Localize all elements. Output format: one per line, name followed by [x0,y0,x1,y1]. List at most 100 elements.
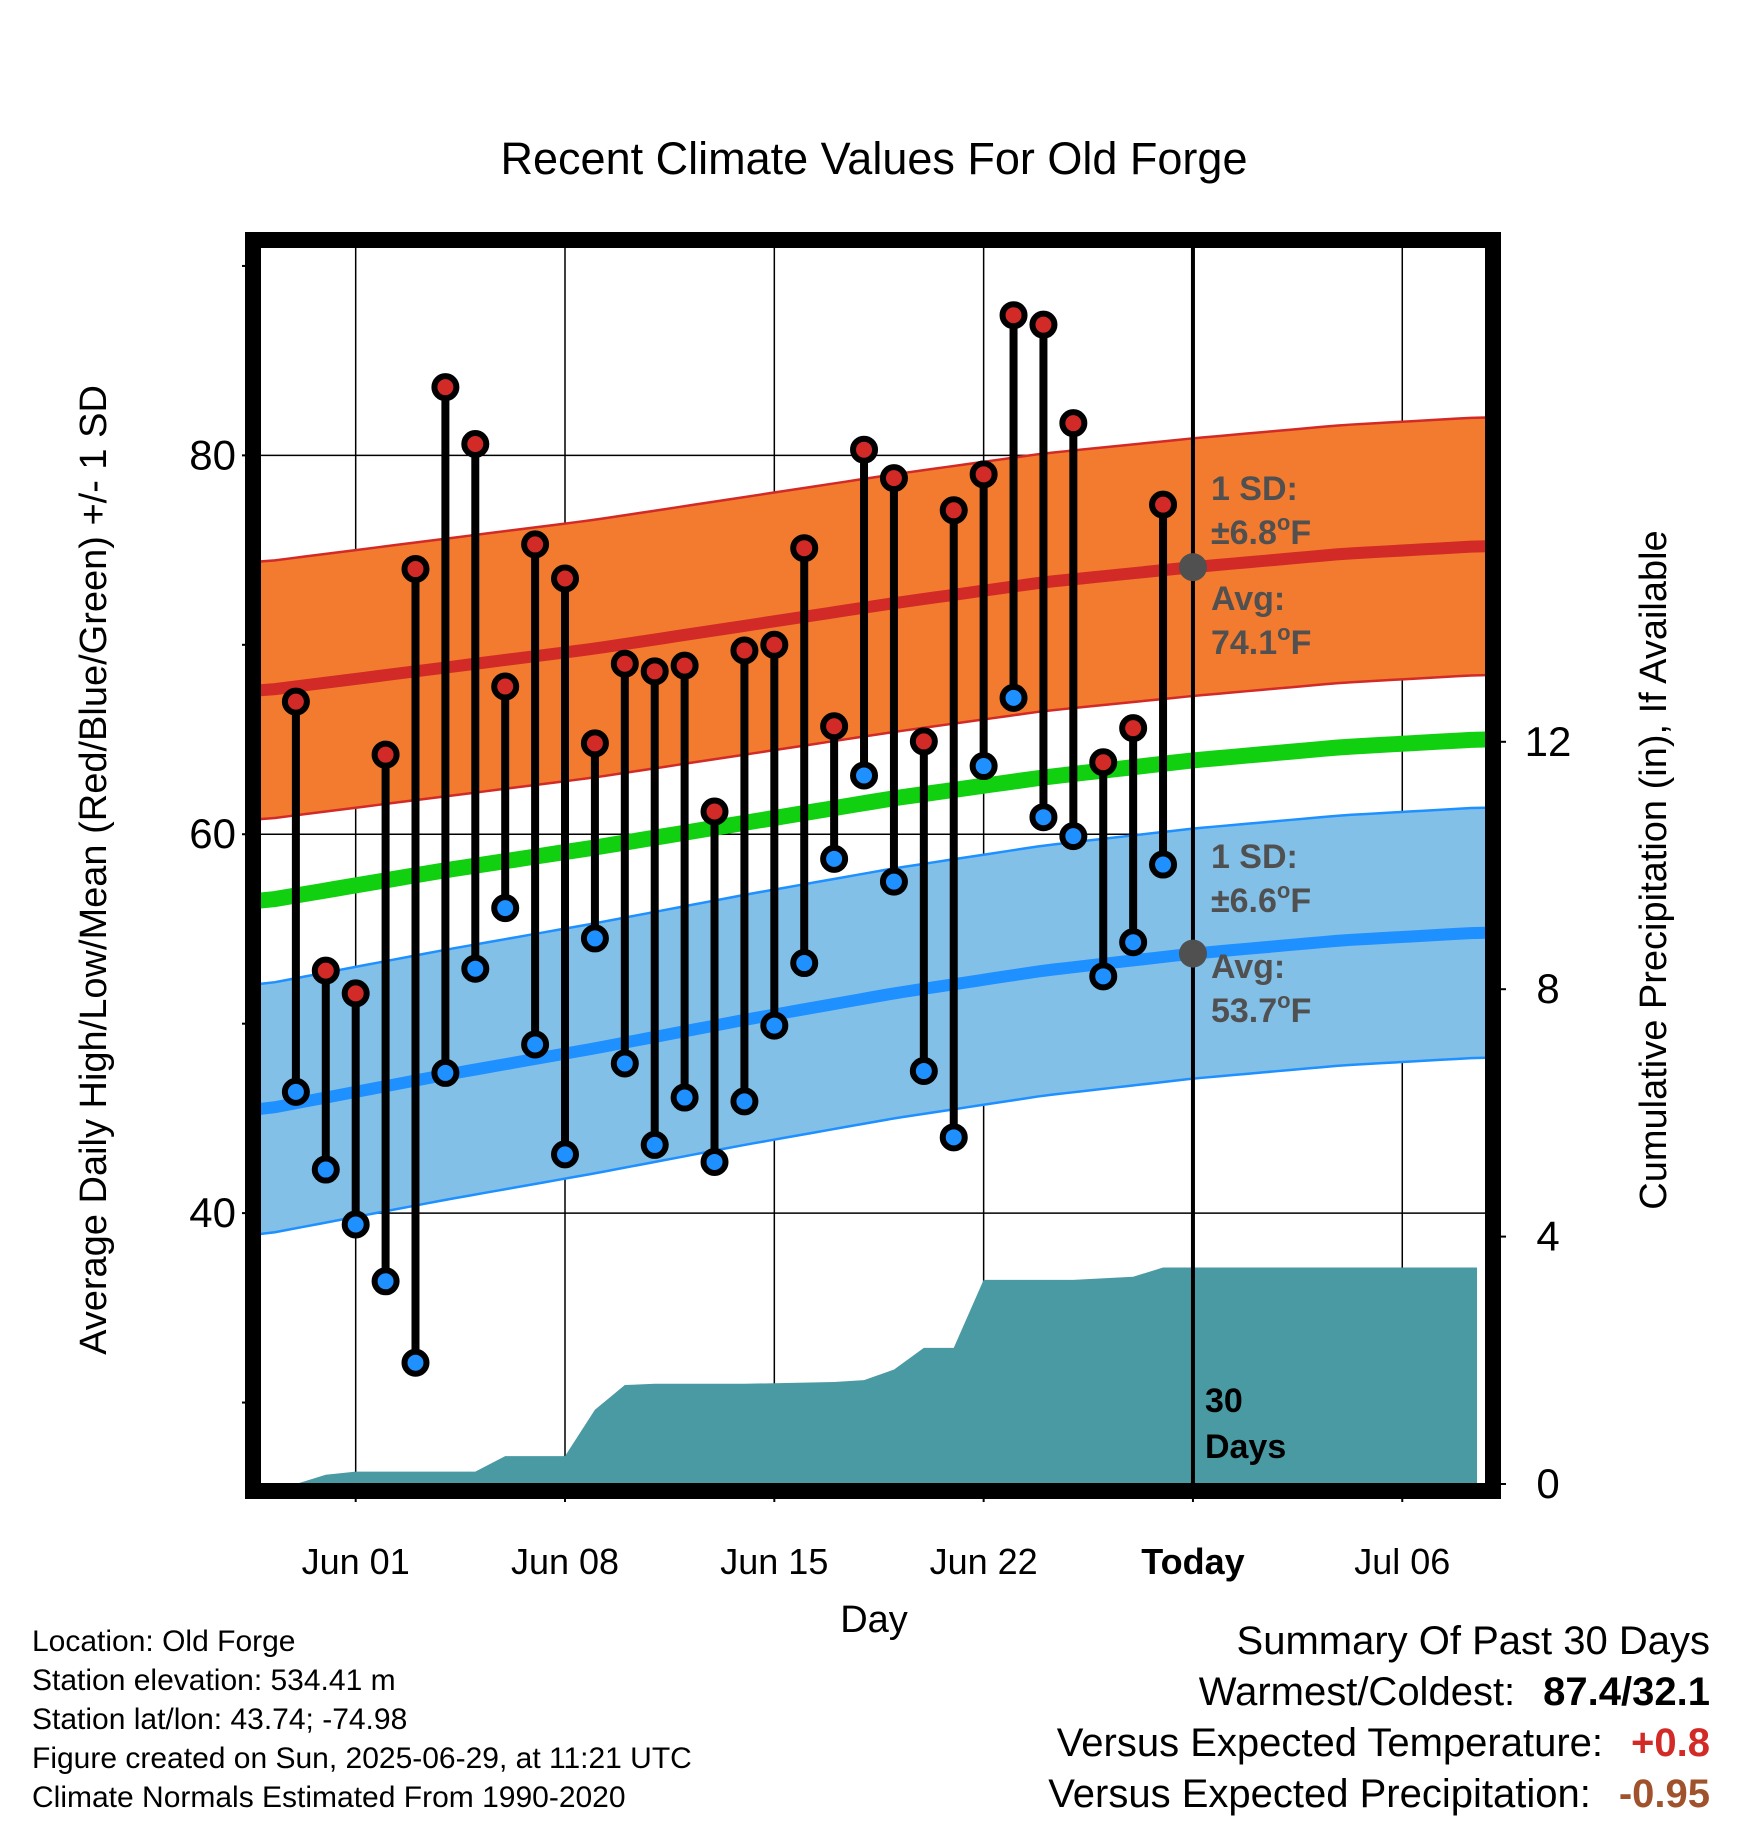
daily-high-point [401,555,430,584]
daily-high-point [521,530,550,559]
today-high-normal-marker [1178,553,1207,582]
precip-anomaly-value: -0.95 [1618,1772,1710,1816]
daily-high-point [371,740,400,769]
high-sd-annotation-label: 1 SD: [1211,470,1298,508]
daily-high-point [640,657,669,686]
daily-high-point [1149,490,1178,519]
normal-mean-line [260,731,1486,909]
daily-low-point [760,1011,789,1040]
daily-low-point [909,1057,938,1086]
daily-high-point [909,727,938,756]
created-text: Figure created on Sun, 2025-06-29, at 11… [32,1742,692,1775]
daily-high-point [311,956,340,985]
daily-high-point [790,534,819,563]
low-avg-annotation-label: Avg: [1211,948,1285,986]
normal-low-line [260,926,1486,1115]
daily-low-point [610,1049,639,1078]
chart-title: Recent Climate Values For Old Forge [501,133,1248,184]
daily-low-point [640,1130,669,1159]
normal-low-band-upper-edge [260,806,1486,986]
daily-high-point [431,373,460,402]
warmest-coldest-label: Warmest/Coldest: [1198,1670,1516,1714]
temp-anomaly-value: +0.8 [1631,1721,1710,1765]
days-unit-label: Days [1205,1428,1286,1466]
y-tick-label-right: 12 [1525,718,1572,765]
y-tick-label-right: 8 [1536,965,1559,1012]
daily-low-point [820,844,849,873]
low-sd-annotation-degree-sign: o [1277,878,1290,903]
daily-high-point [610,649,639,678]
temp-anomaly-row: Versus Expected Temperature: +0.8 [1048,1718,1710,1769]
summary-title: Summary Of Past 30 Days [1236,1619,1710,1663]
daily-high-point [341,979,370,1008]
daily-high-point [820,712,849,741]
daily-low-point [580,924,609,953]
x-tick-label: Jul 06 [1354,1541,1450,1582]
x-tick-label: Jun 22 [930,1541,1038,1582]
warmest-coldest-row: Warmest/Coldest: 87.4/32.1 [1048,1667,1710,1718]
daily-high-point [730,636,759,665]
plot-frame [245,232,1501,1499]
daily-low-point [1059,822,1088,851]
daily-low-point [670,1083,699,1112]
daily-low-point [311,1155,340,1184]
high-avg-annotation-label: Avg: [1211,580,1285,618]
y-axis-label-right: Cumulative Precipitation (in), If Availa… [1633,530,1675,1209]
daily-high-point [850,435,879,464]
normal-high-band-upper-edge [260,416,1486,563]
daily-high-point [999,301,1028,330]
x-tick-label: Jun 08 [511,1541,619,1582]
y-axis-label-left: Average Daily High/Low/Mean (Red/Blue/Gr… [73,385,115,1355]
daily-low-point [700,1147,729,1176]
cumulative-precip-area [265,1267,1478,1484]
daily-low-point [341,1210,370,1239]
high-sd-annotation-value: ±6.8oF [1211,510,1311,552]
location-text: Location: Old Forge [32,1625,296,1658]
normal-high-line [260,540,1486,697]
daily-low-point [969,752,998,781]
daily-low-point [401,1348,430,1377]
y-tick-label-left: 40 [189,1189,236,1236]
daily-high-point [1029,310,1058,339]
high-avg-annotation-value: 74.1oF [1211,620,1311,662]
daily-low-point [371,1267,400,1296]
normal-low-band-lower-edge [260,1056,1486,1236]
daily-high-point [670,651,699,680]
daily-high-point [551,564,580,593]
daily-low-point [1089,962,1118,991]
daily-high-point [461,430,490,459]
daily-low-point [999,683,1028,712]
y-tick-label-left: 60 [189,810,236,857]
daily-low-point [790,949,819,978]
daily-low-point [491,894,520,923]
daily-high-point [939,496,968,525]
x-tick-label: Today [1141,1541,1244,1582]
daily-low-point [850,761,879,790]
station-info: Location: Old Forge Station elevation: 5… [32,1622,692,1817]
normals-text: Climate Normals Estimated From 1990-2020 [32,1781,626,1814]
low-avg-annotation-value: 53.7oF [1211,988,1311,1030]
daily-low-point [1029,803,1058,832]
daily-high-point [1089,748,1118,777]
elevation-text: Station elevation: 534.41 m [32,1664,396,1697]
daily-high-point [1059,409,1088,438]
daily-low-point [1119,928,1148,957]
low-sd-annotation-label: 1 SD: [1211,838,1298,876]
low-avg-annotation-unit: F [1291,992,1312,1030]
x-tick-label: Jun 01 [302,1541,410,1582]
high-sd-annotation-degree-sign: o [1277,510,1290,535]
daily-low-point [551,1140,580,1169]
daily-low-point [1149,850,1178,879]
precip-anomaly-row: Versus Expected Precipitation: -0.95 [1048,1769,1710,1820]
y-tick-label-left: 80 [189,431,236,478]
warmest-coldest-value: 87.4/32.1 [1543,1670,1710,1714]
daily-high-point [491,672,520,701]
daily-low-point [521,1030,550,1059]
today-low-normal-marker [1178,939,1207,968]
temp-anomaly-label: Versus Expected Temperature: [1056,1721,1604,1765]
low-sd-annotation-value: ±6.6oF [1211,878,1311,920]
daily-low-point [939,1123,968,1152]
